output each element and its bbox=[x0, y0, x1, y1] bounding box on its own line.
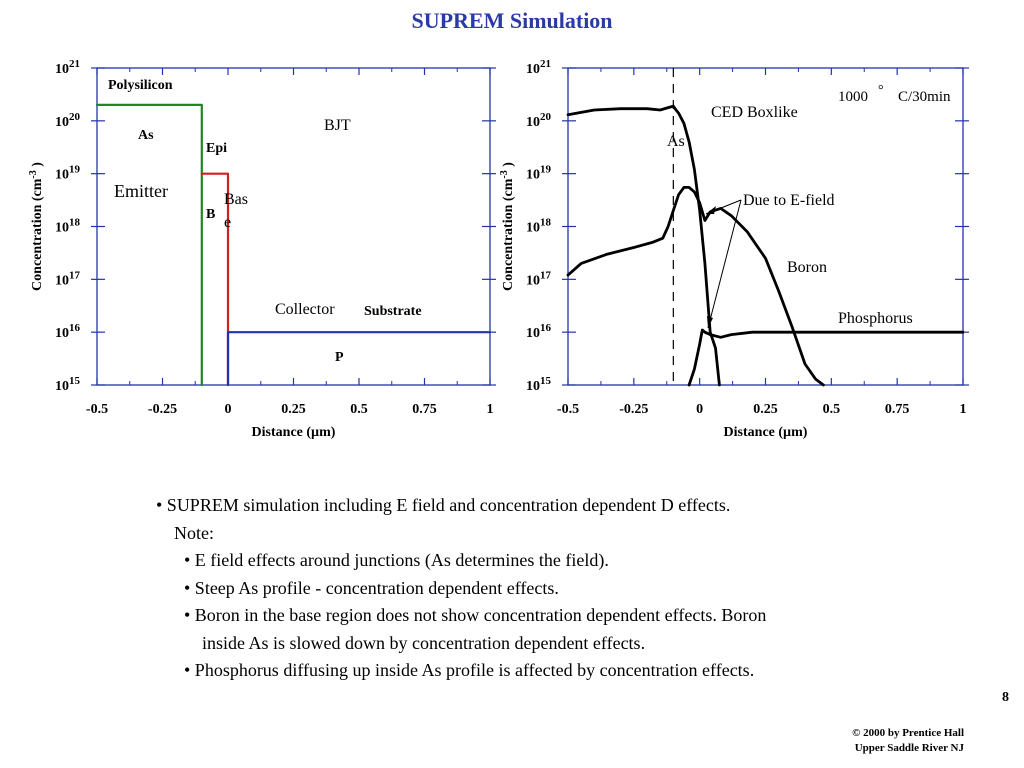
label-b: B bbox=[206, 207, 215, 222]
label-boron: Boron bbox=[787, 259, 827, 276]
arrowhead-icon bbox=[706, 206, 716, 214]
right-chart: -0.5 -0.25 0 0.25 0.5 0.75 1 1015 1016 1017 1018 10… bbox=[499, 58, 969, 440]
x-tick-label: 0.5 bbox=[350, 402, 368, 417]
series-line-as bbox=[566, 104, 721, 387]
x-tick-label: 1 bbox=[960, 402, 967, 417]
label-p: P bbox=[335, 350, 344, 365]
label-time: C/30min bbox=[898, 89, 951, 105]
label-base: e bbox=[224, 214, 231, 231]
y-tick-label: 1019 bbox=[55, 164, 81, 183]
series-line-phosphorus bbox=[687, 328, 965, 387]
x-tick-label: -0.5 bbox=[557, 402, 579, 417]
x-axis-label: Distance (µm) bbox=[724, 425, 808, 440]
plots-canvas: -0.5 -0.25 0 0.25 0.5 0.75 1101510161017101810… bbox=[28, 58, 969, 440]
efield-leader-phosphorus bbox=[707, 199, 742, 329]
left-chart: -0.5 -0.25 0 0.25 0.5 0.75 1 1015 1016 1017 1018 10… bbox=[28, 58, 496, 440]
x-tick-label: 0.75 bbox=[885, 402, 910, 417]
note-line: • Boron in the base region does not show… bbox=[184, 605, 767, 625]
y-tick-label: 1018 bbox=[55, 217, 81, 236]
y-tick-label: 1015 bbox=[526, 375, 552, 394]
note-line: • Phosphorus diffusing up inside As prof… bbox=[184, 660, 755, 680]
label-phosphorus: Phosphorus bbox=[838, 310, 913, 327]
label-epi: Epi bbox=[206, 141, 227, 156]
arrowhead-icon bbox=[707, 316, 713, 328]
series-line-p bbox=[226, 331, 492, 387]
label-degree: ° bbox=[878, 83, 884, 98]
y-tick-label: 1016 bbox=[526, 322, 552, 341]
y-tick-label: 1017 bbox=[55, 269, 81, 288]
y-tick-label: 1020 bbox=[55, 111, 81, 130]
x-tick-label: 0.75 bbox=[412, 402, 437, 417]
x-tick-label: 0.25 bbox=[281, 402, 306, 417]
slide-title: SUPREM Simulation bbox=[411, 8, 613, 33]
series-line-boron bbox=[566, 185, 825, 387]
series-line-as bbox=[95, 103, 203, 387]
label-base: Bas bbox=[224, 191, 248, 208]
label-emitter: Emitter bbox=[114, 181, 168, 201]
notes-block: • SUPREM simulation including E field an… bbox=[156, 492, 766, 685]
label-polysilicon: Polysilicon bbox=[108, 78, 173, 93]
x-tick-label: -0.25 bbox=[619, 402, 648, 417]
y-tick-label: 1016 bbox=[55, 322, 81, 341]
label-as: As bbox=[667, 133, 685, 150]
note-line: Note: bbox=[174, 522, 214, 543]
label-temperature: 1000 bbox=[838, 89, 868, 105]
label-bjt: BJT bbox=[324, 117, 351, 134]
copyright-line: © 2000 by Prentice Hall bbox=[852, 727, 964, 739]
plot-frame bbox=[96, 67, 491, 386]
note-line: inside As is slowed down by concentratio… bbox=[202, 632, 646, 653]
x-tick-label: 0 bbox=[696, 402, 703, 417]
copyright-line: Upper Saddle River NJ bbox=[854, 742, 964, 754]
x-tick-label: 0.25 bbox=[753, 402, 778, 417]
y-tick-label: 1019 bbox=[526, 164, 552, 183]
label-ced-boxlike: CED Boxlike bbox=[711, 104, 798, 121]
y-tick-label: 1021 bbox=[526, 58, 551, 77]
x-tick-label: 0.5 bbox=[823, 402, 841, 417]
label-collector: Collector bbox=[275, 301, 335, 318]
x-tick-label: 0 bbox=[225, 402, 232, 417]
y-tick-label: 1015 bbox=[55, 375, 81, 394]
left-annotations: Polysilicon As Epi Emitter B Bas e BJT Collector… bbox=[108, 78, 422, 365]
series-line-b bbox=[200, 172, 230, 387]
y-tick-label: 1018 bbox=[526, 217, 552, 236]
copyright: © 2000 by Prentice Hall Upper Saddle Riv… bbox=[852, 726, 964, 756]
y-tick-label: 1017 bbox=[526, 269, 552, 288]
x-tick-label: -0.5 bbox=[86, 402, 108, 417]
y-tick-label: 1020 bbox=[526, 111, 552, 130]
x-tick-label: 1 bbox=[487, 402, 494, 417]
page-number: 8 bbox=[1002, 690, 1009, 705]
y-axis-label: Concentration (cm-3 ) bbox=[499, 162, 516, 291]
label-due-to-efield: Due to E-field bbox=[743, 192, 835, 209]
x-tick-label: -0.25 bbox=[148, 402, 177, 417]
y-tick-label: 1021 bbox=[55, 58, 80, 77]
note-line: • SUPREM simulation including E field an… bbox=[156, 495, 731, 515]
note-line: • Steep As profile - concentration depen… bbox=[184, 577, 559, 598]
x-axis-label: Distance (µm) bbox=[252, 425, 336, 440]
y-axis-label: Concentration (cm-3 ) bbox=[28, 162, 45, 291]
note-line: • E field effects around junctions (As d… bbox=[184, 550, 609, 570]
label-as: As bbox=[138, 128, 154, 143]
label-substrate: Substrate bbox=[364, 304, 422, 319]
right-annotations: 1000 ° C/30min CED Boxlike As Due to E-field B… bbox=[667, 83, 951, 329]
